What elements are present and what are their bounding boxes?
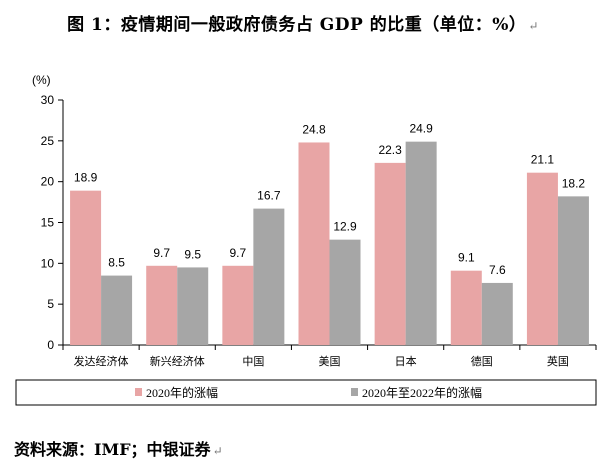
data-label: 16.7 [257, 189, 281, 203]
x-tick-label: 发达经济体 [74, 354, 129, 368]
data-label: 18.2 [562, 176, 586, 190]
source-text: 资料来源：IMF；中银证券 [14, 440, 211, 459]
bar-series-1 [146, 265, 178, 345]
legend-swatch [135, 388, 142, 396]
bar-series-2 [253, 208, 285, 345]
x-tick-label: 中国 [242, 355, 264, 368]
data-label: 9.5 [184, 247, 201, 261]
data-label: 7.6 [489, 263, 506, 277]
bar-series-2 [177, 267, 209, 345]
y-tick-label: 5 [47, 297, 54, 311]
bar-series-1 [374, 162, 406, 345]
chart-legend: 2020年的涨幅 2020年至2022年的涨幅 [15, 379, 597, 406]
y-axis-label: (%) [32, 73, 51, 87]
data-label: 22.3 [378, 143, 402, 157]
x-tick-label: 英国 [547, 354, 569, 368]
data-label: 9.1 [458, 251, 475, 265]
y-tick-label: 25 [41, 134, 55, 148]
bar-series-1 [450, 270, 482, 345]
bar-series-1 [526, 172, 558, 345]
data-label: 9.7 [153, 246, 170, 260]
paragraph-mark-icon: ↵ [528, 19, 539, 33]
chart-title: 图 1：疫情期间一般政府债务占 GDP 的比重（单位：%） ↵ [0, 10, 606, 35]
legend-label: 2020年至2022年的涨幅 [362, 385, 482, 400]
bar-series-2 [329, 239, 361, 345]
chart-title-text: 图 1：疫情期间一般政府债务占 GDP 的比重（单位：%） [67, 15, 527, 35]
bar-chart: 0 5 10 15 20 25 30 (%) 发达经济体 新兴经济体 中国 美国 日本 德国 英国 18.9… [15, 73, 597, 406]
y-tick-label: 20 [41, 175, 55, 189]
chart-bars [70, 141, 589, 345]
chart-axes: 0 5 10 15 20 25 30 (%) 发达经济体 新兴经济体 中国 美国 日本 德国 英国 [32, 73, 597, 368]
y-tick-label: 10 [41, 256, 55, 270]
bar-series-1 [222, 265, 254, 345]
bar-series-2 [101, 275, 133, 345]
bar-series-2 [481, 282, 513, 345]
bar-series-1 [298, 142, 330, 345]
legend-box [15, 379, 597, 406]
chart-data-labels: 18.9 9.7 9.7 24.8 22.3 9.1 21.1 8.5 9.5 16.7 12.9 2… [74, 122, 586, 277]
data-label: 8.5 [108, 256, 125, 270]
data-label: 18.9 [74, 171, 98, 185]
bar-series-2 [405, 141, 437, 345]
bar-series-2 [557, 196, 589, 345]
data-label: 12.9 [333, 220, 357, 234]
x-tick-label: 美国 [319, 355, 341, 368]
data-label: 24.9 [409, 122, 433, 136]
y-tick-label: 30 [41, 93, 55, 107]
legend-swatch [351, 388, 358, 396]
source-note: 资料来源：IMF；中银证券 ↵ [14, 436, 223, 460]
legend-label: 2020年的涨幅 [146, 385, 218, 400]
data-label: 9.7 [230, 246, 247, 260]
x-tick-label: 日本 [395, 354, 417, 368]
x-tick-label: 德国 [471, 354, 493, 368]
y-tick-label: 15 [41, 216, 55, 230]
bar-series-1 [70, 190, 102, 345]
x-tick-label: 新兴经济体 [150, 354, 205, 368]
y-tick-label: 0 [47, 338, 54, 352]
data-label: 21.1 [531, 153, 555, 167]
data-label: 24.8 [302, 122, 326, 136]
paragraph-mark-icon: ↵ [212, 444, 223, 458]
